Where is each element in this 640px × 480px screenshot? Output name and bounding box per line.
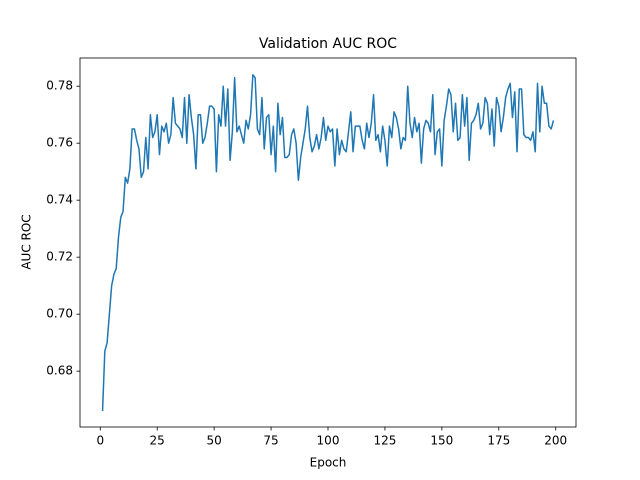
y-tick-label: 0.76 — [46, 136, 73, 150]
x-tick-label: 25 — [150, 434, 165, 448]
x-tick-label: 75 — [263, 434, 278, 448]
x-tick-label: 100 — [317, 434, 340, 448]
chart-title: Validation AUC ROC — [259, 36, 397, 52]
x-tick-label: 50 — [206, 434, 221, 448]
x-tick-label: 150 — [430, 434, 453, 448]
x-tick-label: 200 — [544, 434, 567, 448]
data-line — [101, 74, 555, 412]
x-tick-label: 125 — [373, 434, 396, 448]
y-axis-label: AUC ROC — [20, 214, 34, 269]
y-tick-label: 0.72 — [46, 250, 73, 264]
plot-frame — [79, 57, 577, 428]
y-tick-label: 0.74 — [46, 193, 73, 207]
y-tick-label: 0.70 — [46, 307, 73, 321]
x-axis-label: Epoch — [310, 456, 347, 470]
x-tick-label: 175 — [487, 434, 510, 448]
y-tick-label: 0.78 — [46, 79, 73, 93]
y-tick-label: 0.68 — [46, 364, 73, 378]
x-tick-label: 0 — [96, 434, 104, 448]
